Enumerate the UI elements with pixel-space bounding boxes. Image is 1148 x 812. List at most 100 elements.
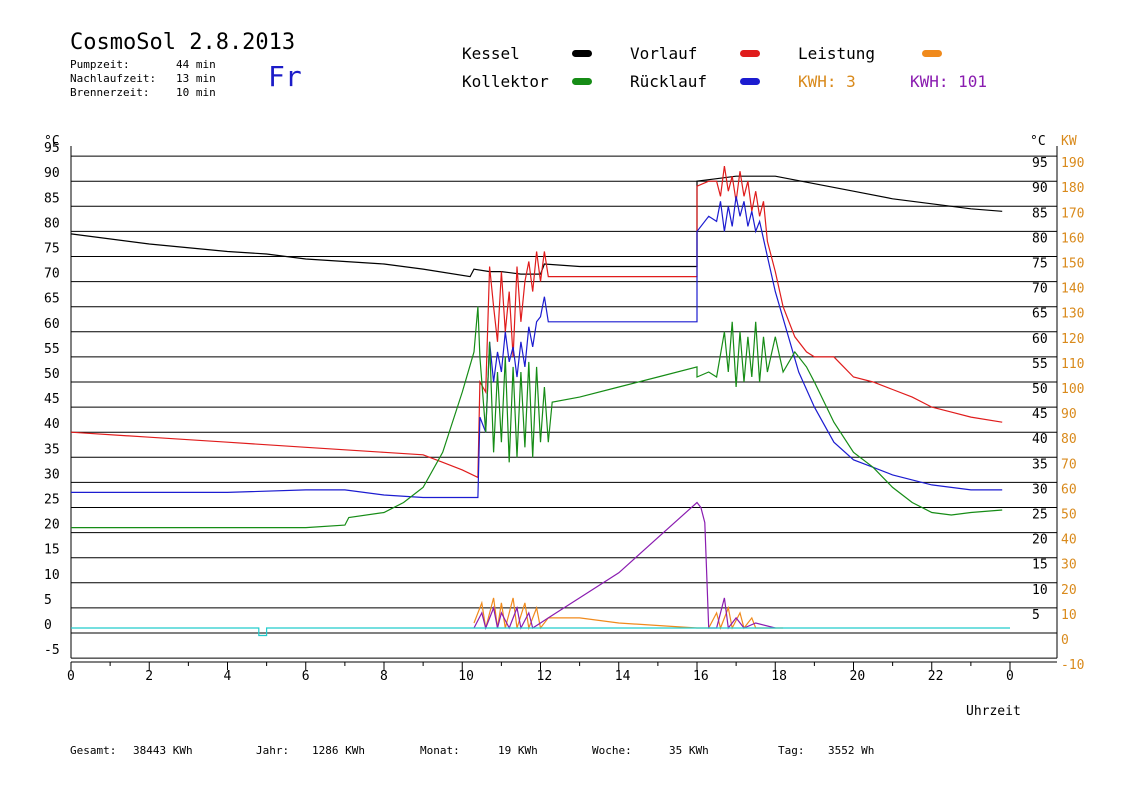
y-right-kw-tick-50: 50 (1061, 508, 1077, 523)
series-line-3 (71, 306, 1003, 529)
y-right-c-tick-65: 65 (1032, 307, 1048, 322)
gesamt-label: Gesamt: (70, 744, 117, 757)
y-left-tick-65: 65 (44, 292, 60, 307)
y-right-c-tick-40: 40 (1032, 432, 1048, 447)
kwh-purple-label: KWH: 101 (910, 72, 988, 91)
y-left-tick-80: 80 (44, 216, 60, 231)
y-left-tick-95: 95 (44, 141, 60, 156)
y-left-tick-75: 75 (44, 242, 60, 257)
y-left-tick-60: 60 (44, 317, 60, 332)
x-tick-label-11: 22 (928, 669, 944, 684)
pumpzeit-value: 44 min (176, 58, 216, 71)
x-tick-label-1: 2 (145, 669, 153, 684)
x-tick-label-6: 12 (537, 669, 553, 684)
y-right-c-tick-80: 80 (1032, 231, 1048, 246)
y-right-kw-tick-70: 70 (1061, 457, 1077, 472)
y-left-tick-10: 10 (44, 568, 60, 583)
y-right-kw-tick-190: 190 (1061, 156, 1084, 171)
series-line-6 (71, 627, 1010, 637)
weekday-label: Fr (268, 60, 302, 93)
legend-vorlauf-swatch (740, 50, 760, 57)
legend-leistung-swatch (922, 50, 942, 57)
y-right-kw-tick-20: 20 (1061, 583, 1077, 598)
x-tick-label-2: 4 (224, 669, 232, 684)
y-left-tick-45: 45 (44, 392, 60, 407)
y-right-kw-tick-140: 140 (1061, 282, 1084, 297)
y-left-tick-50: 50 (44, 367, 60, 382)
y-left-tick-25: 25 (44, 493, 60, 508)
y-right-c-tick-15: 15 (1032, 558, 1048, 573)
legend-ruecklauf-swatch (740, 78, 760, 85)
y-right-kw-tick-60: 60 (1061, 482, 1077, 497)
y-right-kw-tick-180: 180 (1061, 181, 1084, 196)
y-right-c-tick-95: 95 (1032, 156, 1048, 171)
y-right-kw-tick-30: 30 (1061, 558, 1077, 573)
series-line-4 (473, 597, 784, 631)
x-tick-label-5: 10 (458, 669, 474, 684)
series-line-0 (70, 175, 1003, 278)
x-tick-label-7: 14 (615, 669, 631, 684)
y-left-tick-15: 15 (44, 543, 60, 558)
x-tick-label-10: 20 (850, 669, 866, 684)
monat-label: Monat: (420, 744, 460, 757)
y-right-kw-tick-150: 150 (1061, 257, 1084, 272)
jahr-value: 1286 KWh (312, 744, 365, 757)
series-line-2 (71, 196, 1003, 499)
y-right-kw-tick-120: 120 (1061, 332, 1084, 347)
y-left-tick-40: 40 (44, 417, 60, 432)
series-line-5 (473, 501, 776, 630)
brennerzeit-value: 10 min (176, 86, 216, 99)
y-right-c-tick-50: 50 (1032, 382, 1048, 397)
y-right-kw-tick--10: -10 (1061, 658, 1084, 673)
y-right-c-tick-90: 90 (1032, 181, 1048, 196)
woche-value: 35 KWh (669, 744, 709, 757)
legend-kessel-label: Kessel (462, 44, 520, 63)
kwh-orange-label: KWH: 3 (798, 72, 856, 91)
y-left-tick-5: 5 (44, 593, 52, 608)
y-right-c-tick-75: 75 (1032, 257, 1048, 272)
y-right-c-unit: °C (1030, 134, 1046, 149)
y-right-c-tick-20: 20 (1032, 533, 1048, 548)
y-right-kw-tick-170: 170 (1061, 206, 1084, 221)
woche-label: Woche: (592, 744, 632, 757)
y-left-tick-0: 0 (44, 618, 52, 633)
y-right-kw-tick-100: 100 (1061, 382, 1084, 397)
series-line-1 (70, 166, 1003, 479)
y-right-c-tick-55: 55 (1032, 357, 1048, 372)
y-right-kw-tick-40: 40 (1061, 533, 1077, 548)
y-right-c-tick-5: 5 (1032, 608, 1040, 623)
y-left-tick-85: 85 (44, 191, 60, 206)
y-right-c-tick-30: 30 (1032, 482, 1048, 497)
chart-title: CosmoSol 2.8.2013 (70, 30, 296, 55)
monat-value: 19 KWh (498, 744, 538, 757)
y-right-kw-tick-160: 160 (1061, 231, 1084, 246)
x-tick-label-0: 0 (67, 669, 75, 684)
y-right-c-tick-45: 45 (1032, 407, 1048, 422)
y-right-kw-tick-0: 0 (1061, 633, 1069, 648)
brennerzeit-label: Brennerzeit: (70, 86, 150, 99)
jahr-label: Jahr: (256, 744, 290, 757)
x-tick-label-12: 0 (1006, 669, 1014, 684)
pumpzeit-label: Pumpzeit: (70, 58, 130, 71)
y-right-c-tick-10: 10 (1032, 583, 1048, 598)
y-left-tick-35: 35 (44, 442, 60, 457)
x-tick-label-4: 8 (380, 669, 388, 684)
y-left-tick-30: 30 (44, 467, 60, 482)
y-left-tick-70: 70 (44, 267, 60, 282)
x-tick-label-8: 16 (693, 669, 709, 684)
tag-value: 3552 Wh (828, 744, 875, 757)
y-right-kw-unit: KW (1061, 134, 1077, 149)
y-right-kw-tick-110: 110 (1061, 357, 1084, 372)
legend-kollektor-label: Kollektor (462, 72, 549, 91)
y-right-c-tick-85: 85 (1032, 206, 1048, 221)
y-right-kw-tick-80: 80 (1061, 432, 1077, 447)
legend-kessel-swatch (572, 50, 592, 57)
y-left-tick--5: -5 (44, 643, 60, 658)
legend-kollektor-swatch (572, 78, 592, 85)
x-tick-label-3: 6 (302, 669, 310, 684)
legend-vorlauf-label: Vorlauf (630, 44, 698, 63)
y-right-kw-tick-10: 10 (1061, 608, 1077, 623)
y-right-kw-tick-90: 90 (1061, 407, 1077, 422)
gesamt-value: 38443 KWh (133, 744, 193, 757)
